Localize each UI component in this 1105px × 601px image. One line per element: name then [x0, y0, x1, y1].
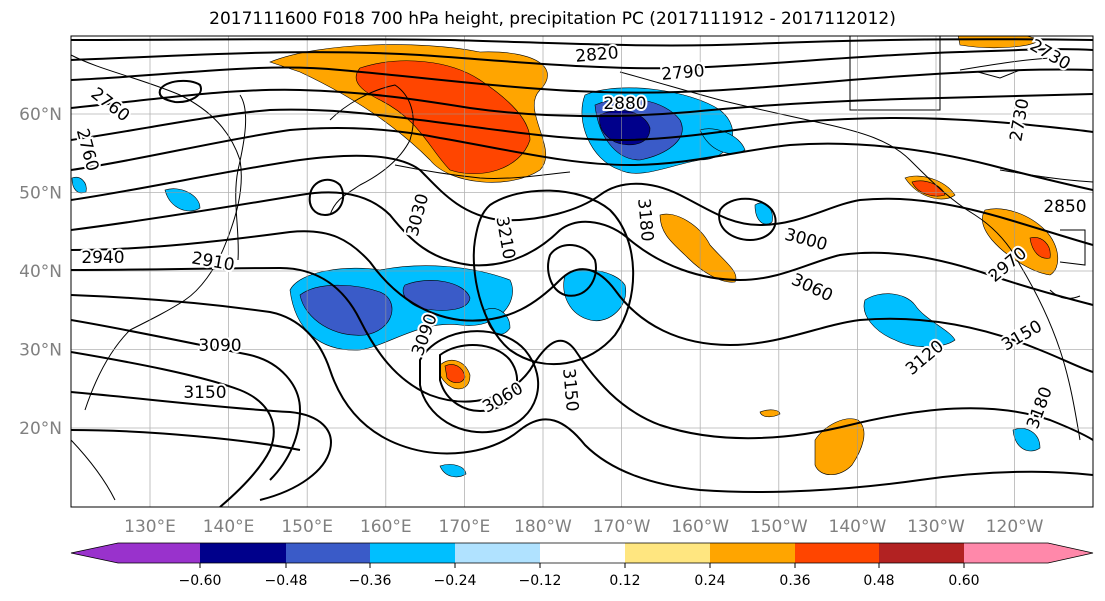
lon-label: 140°W [829, 517, 887, 537]
contour-label: 2820 [575, 43, 620, 67]
contour-label: 3150 [183, 383, 226, 403]
colorbar-segment [710, 543, 795, 563]
colorbar-segment [200, 543, 286, 563]
lon-label: 130°W [907, 517, 965, 537]
colorbar-tick-label: −0.24 [434, 573, 477, 589]
colorbar-segment [286, 543, 370, 563]
colorbar-segment [370, 543, 455, 563]
precip-positive-area [659, 213, 737, 283]
colorbar-tick-label: −0.60 [179, 573, 222, 589]
lon-label: 130°E [124, 517, 176, 537]
contour-label: 3090 [198, 336, 241, 356]
colorbar-segment [795, 543, 879, 563]
colorbar-segment [71, 543, 200, 563]
map-frame [70, 35, 1094, 508]
contour-label: 2880 [603, 94, 646, 114]
lat-label: 60°N [19, 105, 62, 125]
colorbar-segment [964, 543, 1093, 563]
lat-label: 40°N [19, 262, 62, 282]
lon-label: 170°E [439, 517, 491, 537]
colorbar-segment [540, 543, 625, 563]
colorbar-tick-label: 0.24 [694, 573, 725, 589]
colorbar-outline [70, 542, 1094, 564]
colorbar-tick-label: −0.12 [519, 573, 562, 589]
colorbar-segment [455, 543, 540, 563]
colorbar-tick-label: −0.48 [265, 573, 308, 589]
colorbar: −0.60 −0.48 −0.36 −0.24 −0.12 0.12 0.24 0.36 0.4… [70, 542, 1094, 589]
lon-label: 150°W [750, 517, 808, 537]
height-contours [71, 38, 1093, 507]
contour-label: 3180 [633, 198, 657, 243]
latitude-labels: 60°N 50°N 40°N 30°N 20°N [19, 105, 62, 439]
lat-label: 50°N [19, 184, 62, 204]
lon-label: 170°W [593, 517, 651, 537]
contour-label: 2790 [661, 61, 706, 85]
contour-label: 3150 [558, 368, 582, 413]
colorbar-segment [625, 543, 710, 563]
colorbar-tick-label: 0.48 [863, 573, 894, 589]
lon-label: 180°W [514, 517, 572, 537]
longitude-labels: 130°E 140°E 150°E 160°E 170°E 180°W 170°W 160°W… [124, 517, 1044, 537]
lat-label: 30°N [19, 341, 62, 361]
lon-label: 120°W [986, 517, 1044, 537]
colorbar-tick-label: 0.36 [779, 573, 810, 589]
colorbar-segment [879, 543, 964, 563]
lon-label: 150°E [281, 517, 333, 537]
colorbar-tick-label: −0.36 [349, 573, 392, 589]
map-title: 2017111600 F018 700 hPa height, precipit… [209, 9, 896, 29]
lon-label: 160°E [360, 517, 412, 537]
contour-label: 2940 [81, 248, 124, 268]
colorbar-tick-label: 0.12 [609, 573, 640, 589]
colorbar-tick-label: 0.60 [948, 573, 979, 589]
lon-label: 160°W [671, 517, 729, 537]
contour-label: 2850 [1043, 197, 1086, 217]
lat-label: 20°N [19, 419, 62, 439]
lon-label: 140°E [203, 517, 255, 537]
